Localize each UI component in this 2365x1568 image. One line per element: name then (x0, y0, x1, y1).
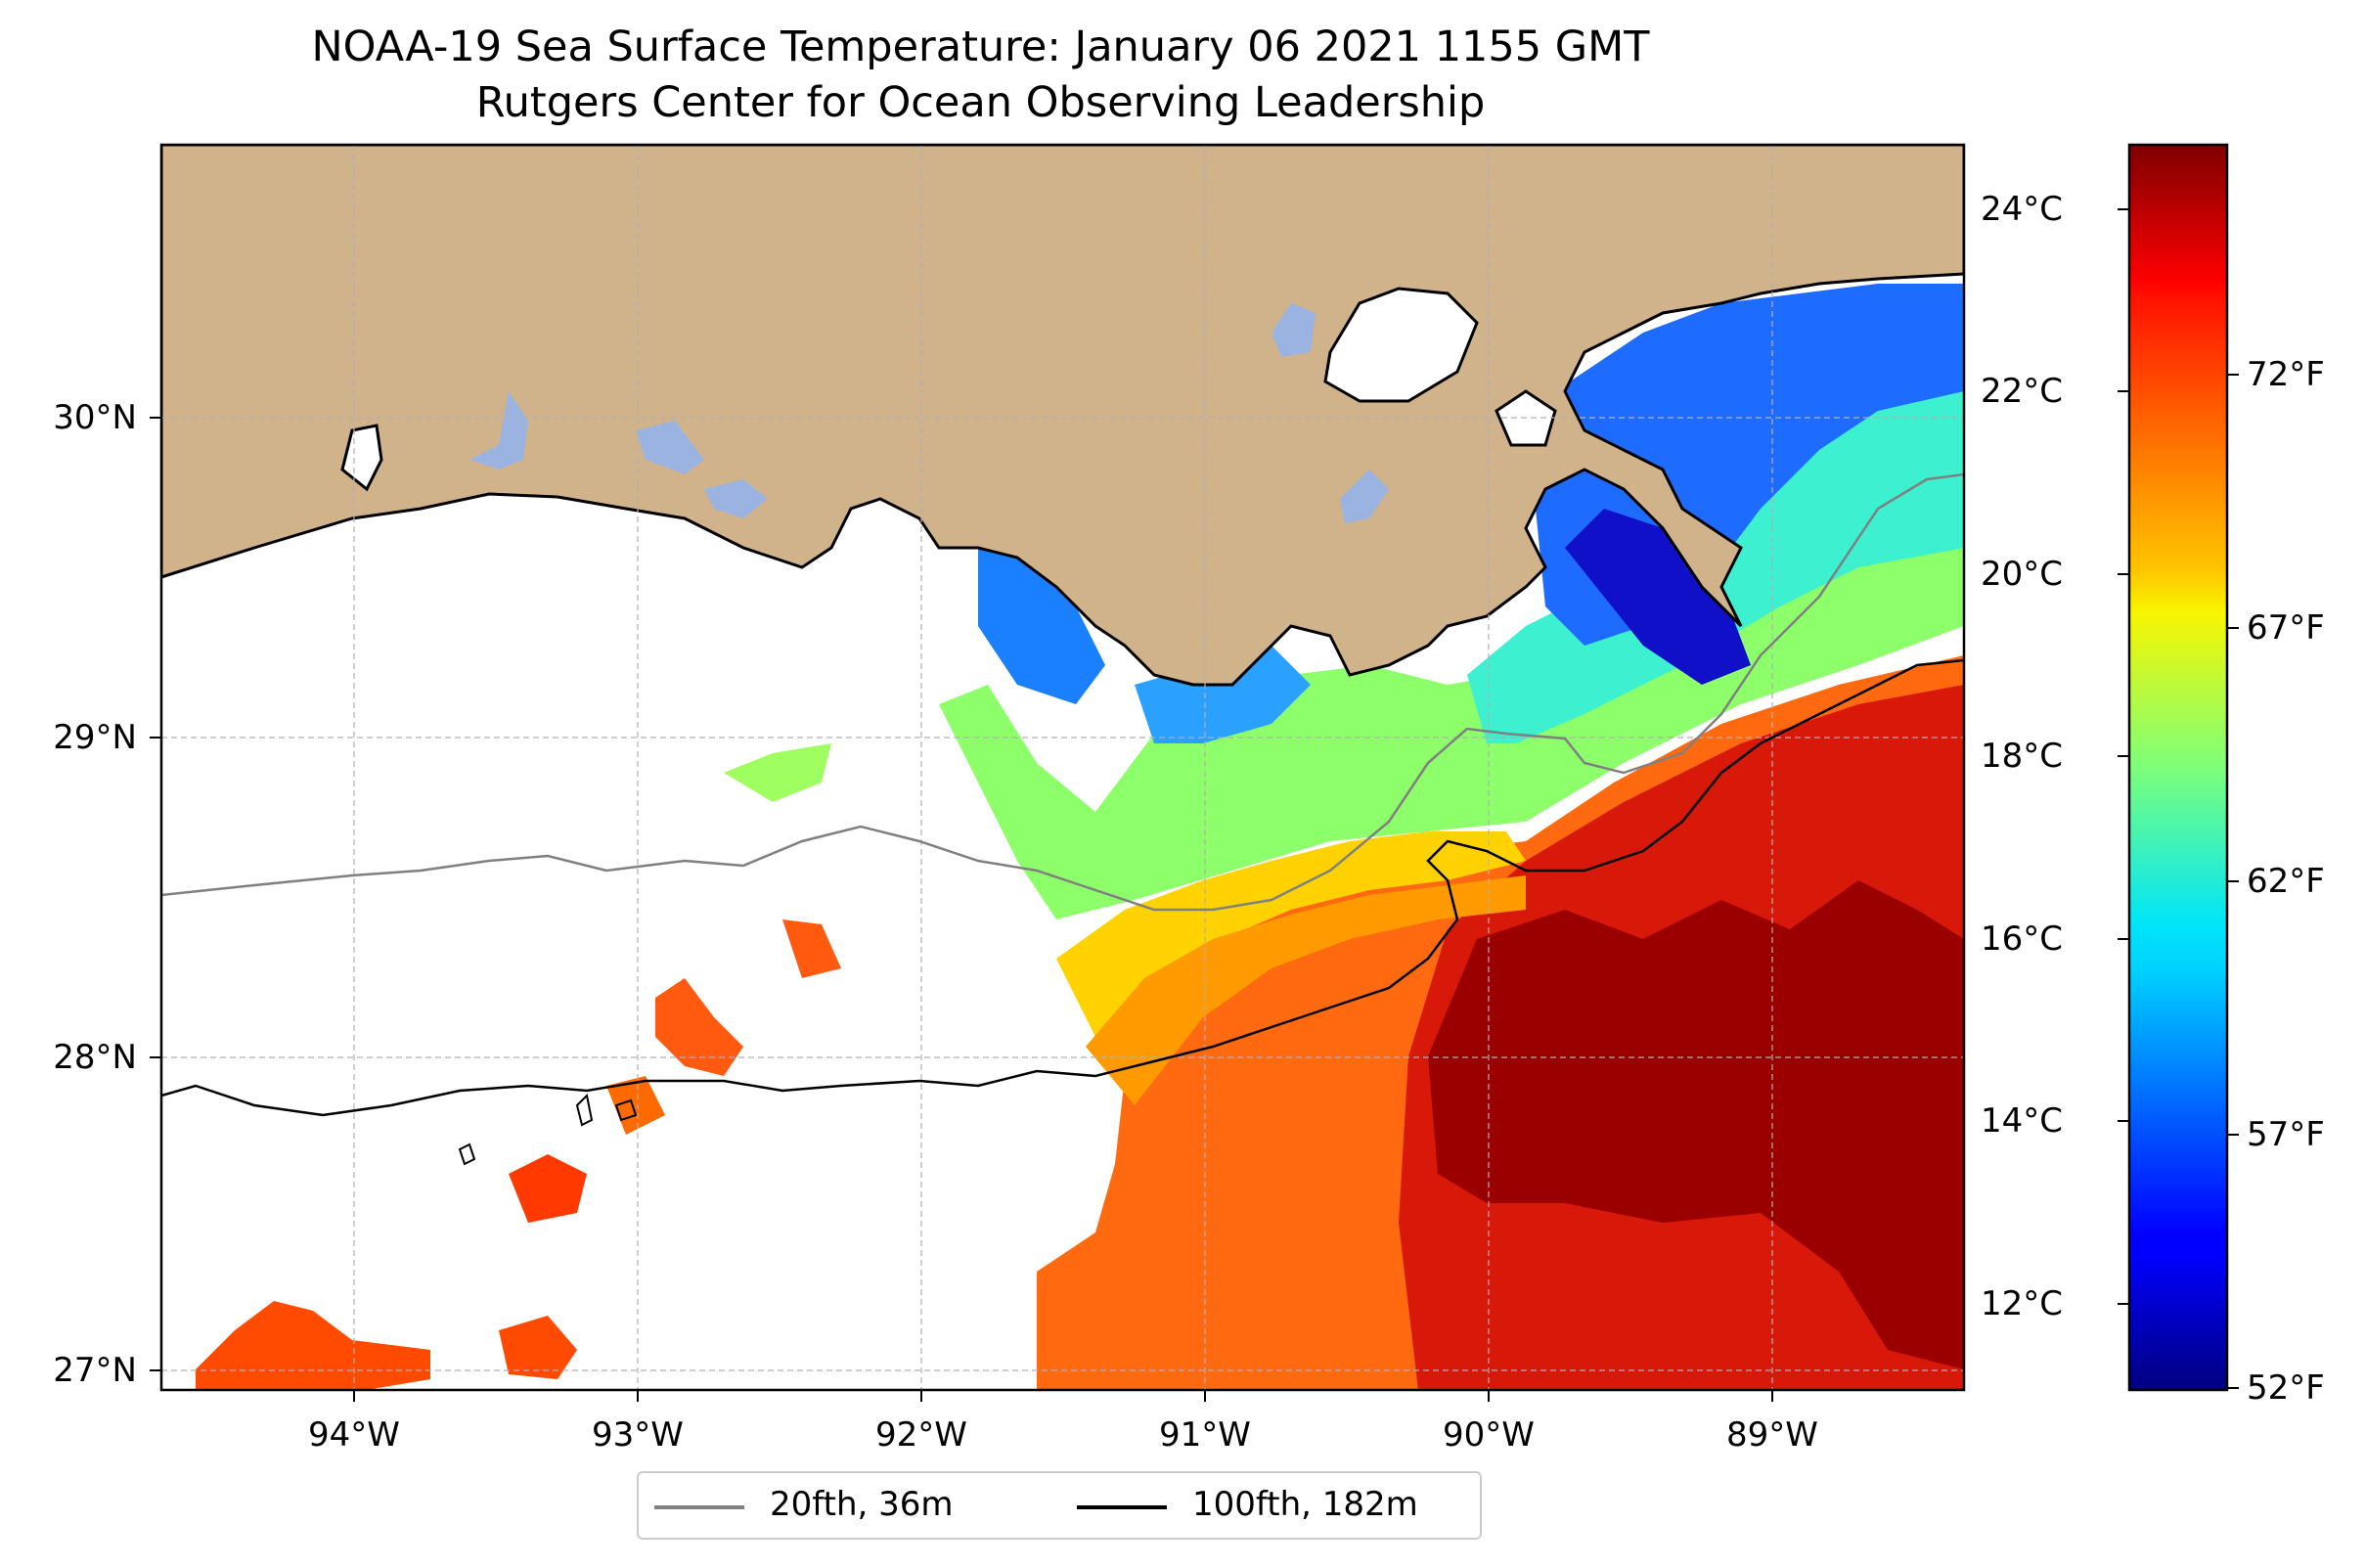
lon-label-94w: 94°W (308, 1415, 400, 1455)
isobath-100fth (161, 658, 1964, 1117)
lon-label-91w: 91°W (1159, 1415, 1251, 1455)
isobath-100fth-islands (458, 1093, 638, 1166)
lon-label-89w: 89°W (1726, 1415, 1818, 1455)
sst-transition-orange (1086, 875, 1526, 1105)
map-area (161, 145, 1964, 1390)
colorbar-label-c-16: 16°C (1981, 919, 2064, 959)
lake-pontchartrain (1323, 287, 1479, 403)
lake-inland-2 (636, 421, 704, 474)
legend-swatch-100fth (1077, 1505, 1167, 1509)
legend-label-100fth: 100fth, 182m (1192, 1485, 1418, 1524)
lake-inland-1 (469, 391, 528, 470)
sst-cool-shelf-green (939, 489, 1964, 919)
map-frame (159, 143, 1966, 1392)
colorbar (2127, 143, 2229, 1392)
sst-patch-west-4 (499, 1316, 577, 1379)
colorbar-label-c-18: 18°C (1981, 737, 2064, 776)
axis-ticks (150, 417, 1773, 1402)
lat-label-30n: 30°N (53, 398, 137, 437)
colorbar-label-c-12: 12°C (1981, 1284, 2064, 1323)
legend: 20fth, 36m 100fth, 182m (637, 1471, 1482, 1540)
colorbar-label-c-14: 14°C (1981, 1101, 2064, 1141)
lon-label-92w: 92°W (875, 1415, 967, 1455)
colorbar-label-c-24: 24°C (1981, 190, 2064, 229)
colorbar-label-f-62: 62°F (2247, 862, 2325, 901)
colorbar-label-c-20: 20°C (1981, 555, 2064, 594)
lat-label-28n: 28°N (53, 1038, 137, 1077)
sst-cool-central-blue (1135, 646, 1311, 743)
lat-label-29n: 29°N (53, 718, 137, 757)
colorbar-label-f-57: 57°F (2247, 1115, 2325, 1154)
sst-patch-west-7 (724, 743, 831, 802)
isobath-20fth (161, 472, 1964, 912)
graticule (161, 145, 1964, 1390)
lon-label-93w: 93°W (592, 1415, 684, 1455)
colorbar-label-f-67: 67°F (2247, 608, 2325, 648)
colorbar-label-c-22: 22°C (1981, 372, 2064, 411)
lake-inland-3 (704, 479, 768, 518)
sst-patch-west-1 (655, 978, 743, 1076)
colorbar-ticks (2118, 208, 2239, 1389)
legend-swatch-20fth (654, 1505, 744, 1509)
lake-calcasieu (340, 424, 383, 492)
lon-label-90w: 90°W (1443, 1415, 1535, 1455)
sst-cold-bay-darkblue (1565, 509, 1751, 685)
chart-title: NOAA-19 Sea Surface Temperature: January… (311, 22, 1650, 71)
colorbar-label-f-52: 52°F (2247, 1368, 2325, 1408)
colorbar-label-f-72: 72°F (2247, 355, 2325, 394)
chart-subtitle: Rutgers Center for Ocean Observing Leade… (475, 78, 1486, 127)
sst-patch-west-3 (196, 1301, 430, 1390)
lake-inland-5 (1340, 470, 1389, 523)
land (161, 145, 1964, 687)
legend-label-20fth: 20fth, 36m (770, 1485, 954, 1524)
sst-cool-west-blue (978, 548, 1105, 704)
sst-patch-west-2 (509, 1154, 587, 1223)
sst-patch-west-6 (782, 919, 841, 978)
lat-label-27n: 27°N (53, 1351, 137, 1390)
lake-inland-4 (1272, 303, 1316, 357)
sst-hottest-core (1428, 880, 1964, 1369)
